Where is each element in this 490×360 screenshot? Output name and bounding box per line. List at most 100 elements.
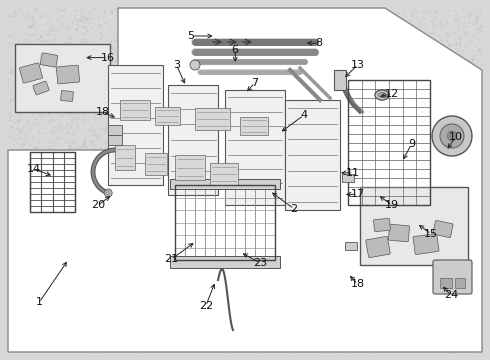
Point xyxy=(149,143,157,148)
Point xyxy=(410,142,418,148)
Point xyxy=(423,39,431,45)
Point xyxy=(359,268,367,274)
Point xyxy=(466,246,474,252)
Point xyxy=(133,35,141,40)
Point xyxy=(104,112,112,118)
Point xyxy=(233,298,241,304)
Point xyxy=(43,87,50,93)
Point xyxy=(391,278,399,284)
Point xyxy=(287,30,294,36)
Point xyxy=(452,12,460,18)
Point xyxy=(42,21,49,27)
Point xyxy=(413,291,421,296)
Point xyxy=(245,36,252,42)
Point xyxy=(53,226,61,231)
Point xyxy=(160,156,168,162)
Point xyxy=(199,34,207,40)
Point xyxy=(16,67,24,73)
Point xyxy=(456,67,464,73)
Point xyxy=(320,341,328,347)
Point xyxy=(461,30,469,36)
Point xyxy=(102,225,110,231)
Point xyxy=(218,147,225,153)
Point xyxy=(474,181,482,186)
Point xyxy=(72,287,79,292)
Point xyxy=(31,327,39,332)
Point xyxy=(70,120,77,126)
Point xyxy=(301,269,309,275)
Point xyxy=(157,306,165,311)
Point xyxy=(218,180,226,185)
Point xyxy=(339,21,346,27)
Point xyxy=(456,175,464,181)
Point xyxy=(279,255,287,260)
Point xyxy=(308,84,316,90)
Point xyxy=(397,100,405,105)
Point xyxy=(77,10,85,16)
Point xyxy=(309,176,317,181)
Point xyxy=(334,316,342,322)
Point xyxy=(347,245,355,251)
Point xyxy=(320,61,328,67)
Point xyxy=(250,76,258,81)
Point xyxy=(279,157,287,162)
Point xyxy=(45,250,52,256)
Point xyxy=(297,96,305,102)
Point xyxy=(189,94,196,100)
Point xyxy=(10,10,18,15)
Text: 7: 7 xyxy=(251,78,258,88)
Point xyxy=(45,315,52,320)
Point xyxy=(206,164,214,170)
Point xyxy=(344,344,352,350)
Point xyxy=(161,337,169,343)
Point xyxy=(440,91,447,96)
Point xyxy=(207,35,215,40)
Point xyxy=(283,31,291,36)
Point xyxy=(64,64,72,70)
Point xyxy=(243,243,250,249)
Point xyxy=(209,182,217,188)
Point xyxy=(406,275,414,281)
Point xyxy=(398,269,406,274)
Point xyxy=(15,306,23,311)
Point xyxy=(61,302,69,308)
Point xyxy=(295,162,303,168)
Point xyxy=(327,121,335,127)
Point xyxy=(142,257,149,263)
Point xyxy=(410,339,417,345)
Point xyxy=(288,287,295,293)
Point xyxy=(317,275,324,281)
Point xyxy=(95,21,102,27)
Point xyxy=(288,334,296,339)
Point xyxy=(239,275,246,281)
Point xyxy=(186,327,194,332)
Point xyxy=(40,68,48,74)
Point xyxy=(453,194,461,200)
Point xyxy=(363,323,371,329)
Point xyxy=(210,39,218,45)
Point xyxy=(462,251,470,256)
Point xyxy=(137,64,145,70)
Point xyxy=(108,168,116,174)
Point xyxy=(70,43,77,49)
Point xyxy=(16,229,24,235)
Bar xyxy=(115,145,135,170)
Point xyxy=(475,147,483,153)
Point xyxy=(209,180,217,185)
Point xyxy=(360,45,368,51)
Point xyxy=(192,278,199,283)
Point xyxy=(127,121,135,127)
Point xyxy=(122,6,130,12)
Point xyxy=(56,177,64,183)
Point xyxy=(126,341,134,346)
Point xyxy=(391,255,398,261)
Point xyxy=(441,309,449,314)
Point xyxy=(251,93,259,99)
Point xyxy=(94,156,101,162)
Point xyxy=(314,292,321,298)
Point xyxy=(338,318,345,324)
Point xyxy=(429,133,437,139)
Point xyxy=(333,60,341,66)
Point xyxy=(251,11,259,17)
Point xyxy=(433,7,441,13)
